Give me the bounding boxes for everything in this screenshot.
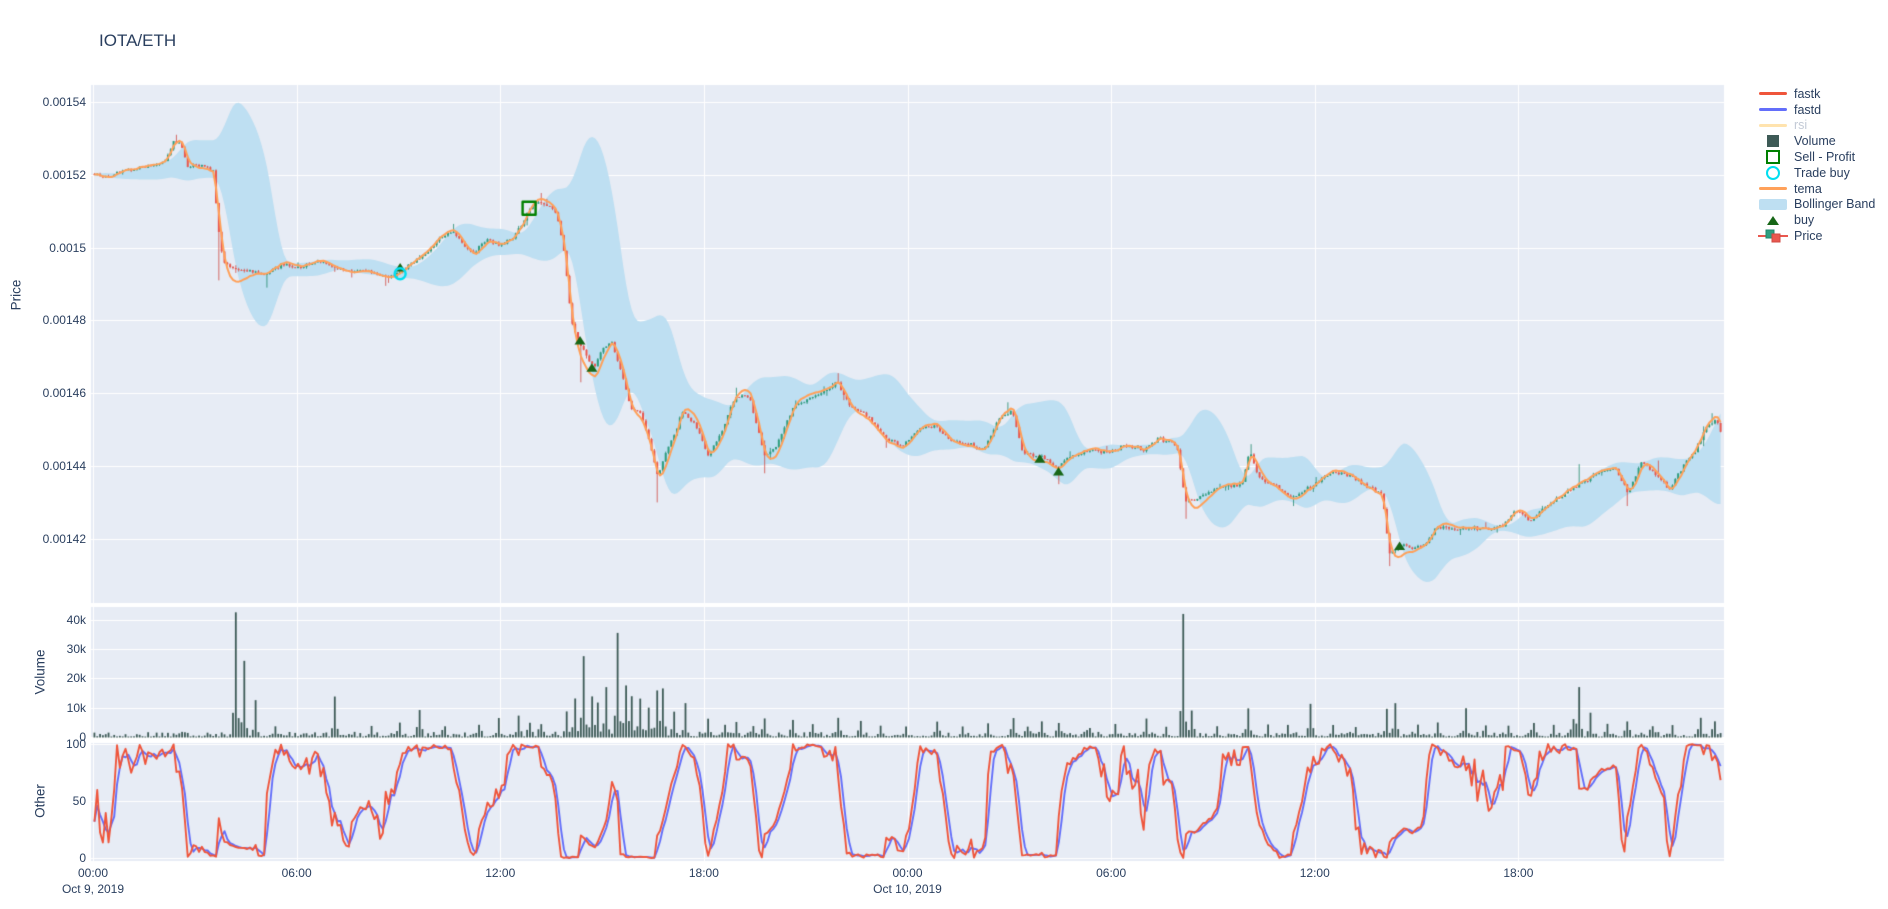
price-axis-title: Price xyxy=(8,279,24,311)
legend-item-volume[interactable]: Volume xyxy=(1752,133,1875,149)
legend-item-rsi[interactable]: rsi xyxy=(1752,118,1875,134)
price-tick-label: 0.00146 xyxy=(42,386,86,401)
other-tick-label: 50 xyxy=(72,794,86,808)
volume-tick-label: 30k xyxy=(66,642,86,657)
x-tick-label: 00:00 xyxy=(892,866,923,880)
legend-label-price: Price xyxy=(1794,229,1823,244)
legend-item-sell-profit[interactable]: Sell - Profit xyxy=(1752,149,1875,165)
x-tick-label: 12:00 xyxy=(485,866,516,880)
volume-axis-title: Volume xyxy=(32,649,48,695)
bollinger-band-icon xyxy=(1752,198,1794,210)
legend-item-buy[interactable]: buy xyxy=(1752,212,1875,228)
other-axis-title: Other xyxy=(32,784,48,818)
legend-label-fastd: fastd xyxy=(1794,102,1822,117)
buy-triangle-icon xyxy=(1752,215,1794,225)
legend-label-rsi: rsi xyxy=(1794,118,1808,133)
legend-label-fastk: fastk xyxy=(1794,86,1821,101)
price-tick-label: 0.00152 xyxy=(42,167,86,182)
legend-label-buy: buy xyxy=(1794,213,1815,228)
legend-label-trade-buy: Trade buy xyxy=(1794,165,1850,180)
legend-item-bollinger[interactable]: Bollinger Band xyxy=(1752,197,1875,213)
x-tick-label: 18:00 xyxy=(688,866,719,880)
price-tick-label: 0.00154 xyxy=(42,95,86,109)
legend-item-fastd[interactable]: fastd xyxy=(1752,102,1875,118)
x-tick-label: 12:00 xyxy=(1299,866,1330,880)
price-tick-label: 0.00148 xyxy=(42,313,86,328)
fastk-line-icon xyxy=(1752,92,1794,96)
volume-tick-label: 20k xyxy=(66,671,86,686)
legend-item-price[interactable]: Price xyxy=(1752,228,1875,244)
price-tick-label: 0.00142 xyxy=(42,531,86,546)
x-tick-label: 06:00 xyxy=(1096,866,1127,880)
trade-buy-open-circle-icon xyxy=(1752,165,1794,180)
volume-tick-label: 0 xyxy=(79,730,86,744)
x-date-label: Oct 9, 2019 xyxy=(61,882,125,896)
legend-label-sell-profit: Sell - Profit xyxy=(1794,150,1856,165)
price-candle-icon xyxy=(1752,229,1794,243)
legend-label-volume: Volume xyxy=(1794,134,1836,149)
x-date-label: Oct 10, 2019 xyxy=(873,882,942,896)
x-tick-label: 06:00 xyxy=(281,866,312,880)
rsi-line-icon xyxy=(1752,123,1794,127)
other-tick-label: 0 xyxy=(79,851,86,865)
page-title: IOTA/ETH xyxy=(99,31,177,50)
price-tick-label: 0.00144 xyxy=(42,459,86,473)
tema-line-icon xyxy=(1752,187,1794,191)
legend-label-bollinger: Bollinger Band xyxy=(1794,197,1876,212)
volume-square-icon xyxy=(1752,135,1794,148)
volume-tick-label: 10k xyxy=(66,700,86,715)
fastd-line-icon xyxy=(1752,108,1794,112)
x-tick-label: 00:00 xyxy=(77,866,109,880)
x-tick-label: 18:00 xyxy=(1503,866,1534,880)
legend-item-tema[interactable]: tema xyxy=(1752,181,1875,197)
legend-item-fastk[interactable]: fastk xyxy=(1752,86,1875,102)
legend-label-tema: tema xyxy=(1794,181,1822,196)
legend: fastk fastd rsi Volume Sell - Profit Trade bu… xyxy=(1752,86,1875,244)
price-tick-label: 0.0015 xyxy=(49,240,86,255)
legend-item-trade-buy[interactable]: Trade buy xyxy=(1752,165,1875,181)
sell-profit-open-square-icon xyxy=(1752,150,1794,165)
volume-tick-label: 40k xyxy=(66,612,86,627)
other-tick-label: 100 xyxy=(65,737,86,751)
